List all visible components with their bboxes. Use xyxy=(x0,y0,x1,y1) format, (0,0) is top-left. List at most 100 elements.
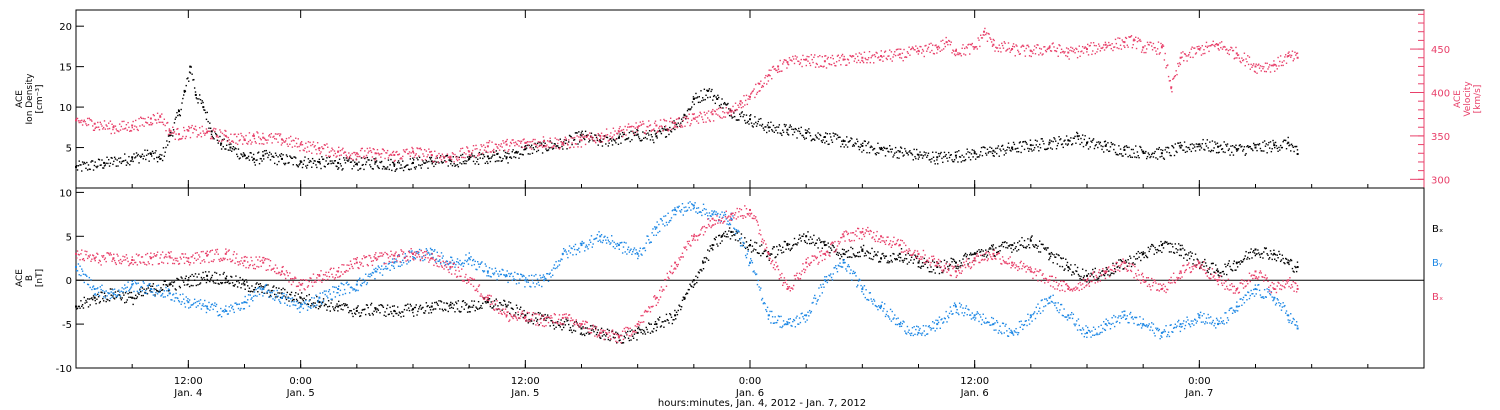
data-sample-density xyxy=(919,151,921,153)
data-sample-velocity xyxy=(756,91,759,94)
data-sample-density xyxy=(953,159,956,161)
data-sample-density xyxy=(461,153,464,156)
data-sample-velocity xyxy=(845,64,847,66)
data-sample-density xyxy=(791,128,793,131)
data-sample-bx xyxy=(311,302,313,305)
data-sample-velocity xyxy=(986,40,989,42)
data-sample-bx xyxy=(408,309,411,312)
data-point-density xyxy=(252,157,255,160)
data-sample-bx xyxy=(186,284,188,286)
data-point-density xyxy=(1076,135,1079,138)
data-sample-density xyxy=(523,149,525,151)
data-sample-velocity xyxy=(732,105,734,108)
data-sample-bx xyxy=(761,252,764,255)
data-sample-density xyxy=(1274,141,1277,144)
data-sample-velocity xyxy=(643,123,645,125)
data-sample-bx xyxy=(349,310,352,312)
data-sample-velocity xyxy=(603,138,605,140)
data-sample-velocity xyxy=(84,120,86,123)
data-sample-velocity xyxy=(967,44,969,46)
data-sample-velocity xyxy=(260,138,262,141)
data-sample-velocity xyxy=(584,135,586,137)
data-sample-bx xyxy=(519,306,522,308)
data-sample-density xyxy=(648,130,651,132)
data-sample-velocity xyxy=(484,146,487,149)
data-sample-velocity xyxy=(691,113,694,115)
data-sample-velocity xyxy=(1236,54,1239,57)
data-sample-density xyxy=(936,159,938,161)
data-sample-velocity xyxy=(420,149,422,151)
data-sample-bx xyxy=(733,234,735,236)
data-sample-bx xyxy=(1066,261,1069,264)
data-sample-by xyxy=(207,308,209,310)
data-sample-bx xyxy=(521,312,524,315)
data-sample-density xyxy=(223,138,225,140)
data-sample-velocity xyxy=(1173,76,1176,78)
data-point-by xyxy=(1254,287,1257,290)
data-sample-bx xyxy=(301,298,304,300)
data-sample-bx xyxy=(755,242,758,244)
data-sample-density xyxy=(1176,151,1178,154)
data-sample-velocity xyxy=(966,47,968,49)
data-sample-bx xyxy=(360,312,363,314)
data-sample-velocity xyxy=(673,126,675,129)
data-sample-bx xyxy=(677,309,679,312)
data-sample-density xyxy=(771,130,774,132)
data-sample-velocity xyxy=(897,54,899,56)
data-sample-bx xyxy=(424,310,427,312)
data-sample-density xyxy=(824,142,826,144)
data-sample-bx xyxy=(280,288,283,291)
data-point-density xyxy=(992,149,995,152)
data-sample-bx xyxy=(150,291,153,293)
data-sample-density xyxy=(128,155,130,158)
data-sample-bx xyxy=(949,263,952,266)
data-sample-bx xyxy=(387,313,390,316)
data-sample-density xyxy=(1168,151,1171,154)
data-sample-bx xyxy=(492,307,494,309)
data-sample-bx xyxy=(986,254,989,256)
data-sample-velocity xyxy=(824,55,826,57)
data-sample-density xyxy=(284,162,287,165)
data-sample-bx xyxy=(603,333,605,336)
data-sample-velocity xyxy=(817,56,819,58)
data-sample-bx xyxy=(1143,256,1145,259)
data-point-bx xyxy=(337,305,340,308)
data-sample-bx xyxy=(1256,253,1258,255)
data-sample-velocity xyxy=(278,133,280,135)
data-sample-by xyxy=(132,282,134,285)
data-sample-velocity xyxy=(721,117,723,119)
data-sample-bx xyxy=(1222,270,1225,273)
data-sample-bx xyxy=(801,235,803,237)
data-sample-velocity xyxy=(172,132,175,134)
data-sample-velocity xyxy=(1171,91,1173,93)
data-sample-velocity xyxy=(454,153,456,156)
data-sample-velocity xyxy=(1025,47,1027,50)
data-sample-velocity xyxy=(600,132,603,134)
data-sample-density xyxy=(820,140,823,142)
data-sample-bx xyxy=(167,290,170,292)
data-sample-velocity xyxy=(466,146,468,148)
data-sample-bx xyxy=(905,254,907,256)
data-sample-density xyxy=(311,166,313,168)
data-sample-by xyxy=(196,300,198,303)
data-sample-velocity xyxy=(153,114,155,117)
data-sample-velocity xyxy=(885,57,888,60)
data-sample-bx xyxy=(843,249,845,251)
data-sample-density xyxy=(413,159,415,161)
data-point-by xyxy=(1287,314,1290,317)
data-sample-velocity xyxy=(1064,51,1066,53)
data-sample-velocity xyxy=(1124,36,1127,39)
data-sample-bx xyxy=(1001,241,1004,244)
data-sample-bx xyxy=(503,300,506,302)
data-sample-density xyxy=(666,129,668,131)
data-sample-density xyxy=(894,146,897,149)
data-sample-velocity xyxy=(1221,48,1224,50)
data-sample-bx xyxy=(845,251,847,253)
data-sample-velocity xyxy=(836,55,839,57)
data-sample-velocity xyxy=(214,130,216,133)
data-sample-density xyxy=(805,137,808,139)
data-sample-bx xyxy=(792,244,794,247)
data-sample-velocity xyxy=(637,127,639,129)
data-sample-bx xyxy=(787,242,789,245)
data-sample-velocity xyxy=(220,140,223,142)
